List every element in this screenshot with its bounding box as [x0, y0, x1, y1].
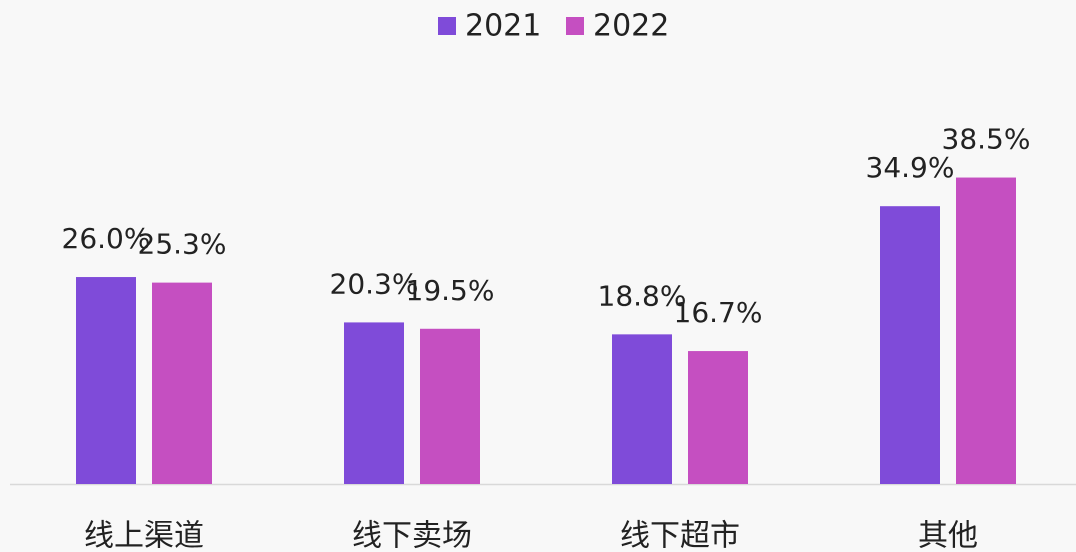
legend-swatch	[438, 17, 456, 35]
x-tick-label: 线下卖场	[352, 519, 472, 552]
x-tick-label: 线上渠道	[84, 519, 204, 552]
data-label: 25.3%	[138, 228, 227, 261]
legend-label: 2022	[593, 9, 669, 44]
legend-swatch	[566, 17, 584, 35]
bar	[76, 277, 136, 484]
legend-label: 2021	[465, 9, 541, 44]
data-label: 38.5%	[942, 123, 1031, 156]
bar	[880, 206, 940, 485]
data-label: 16.7%	[674, 296, 763, 329]
x-tick-label: 线下超市	[620, 519, 740, 552]
bar	[420, 328, 480, 484]
data-label: 26.0%	[62, 222, 151, 255]
bar	[688, 351, 748, 484]
bar	[612, 334, 672, 484]
bar	[344, 322, 404, 484]
data-label: 18.8%	[598, 279, 687, 312]
data-label: 19.5%	[406, 274, 495, 307]
bar	[956, 177, 1016, 485]
data-label: 34.9%	[866, 151, 955, 184]
bar	[152, 282, 212, 484]
x-tick-label: 其他	[918, 519, 978, 552]
data-label: 20.3%	[330, 267, 419, 300]
